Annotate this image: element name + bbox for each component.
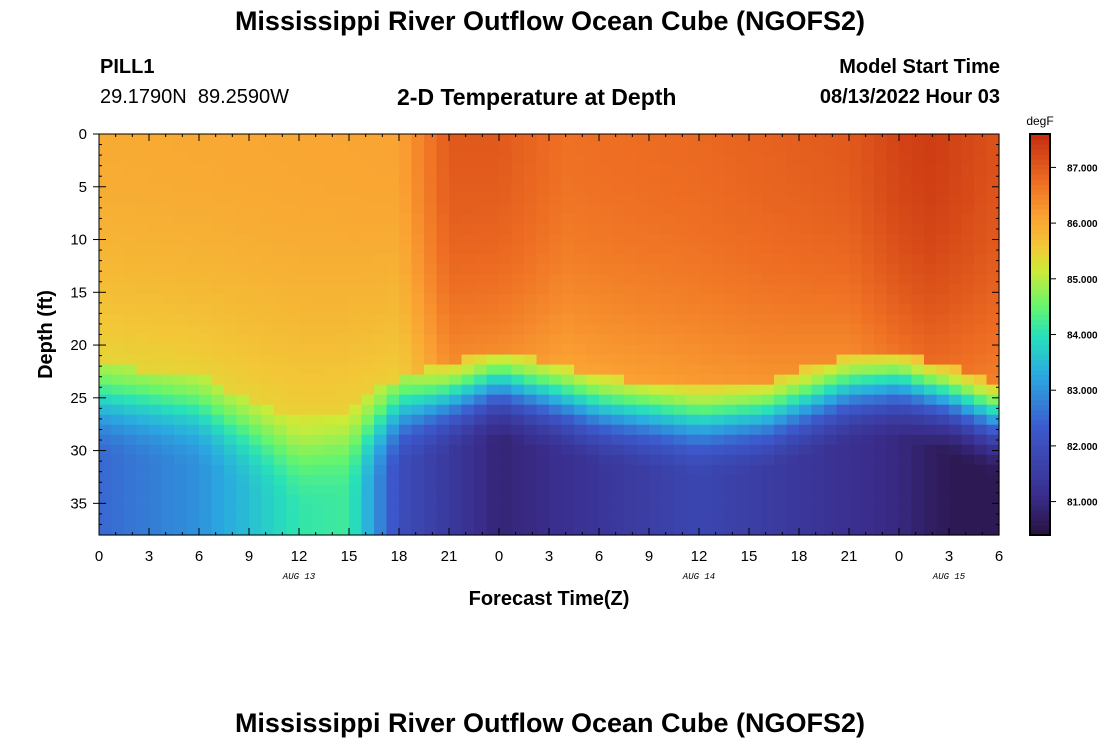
y-tick-label: 5 (79, 179, 87, 196)
x-tick-label: 15 (741, 548, 758, 565)
station-latitude: 29.1790N (100, 86, 187, 108)
x-tick-label: 6 (195, 548, 203, 565)
y-tick-label: 20 (70, 337, 87, 354)
x-tick-label: 3 (145, 548, 153, 565)
colorbar-tick-label: 85.000 (1067, 275, 1098, 286)
x-axis-label: Forecast Time(Z) (469, 588, 630, 610)
y-tick-label: 15 (70, 284, 87, 301)
x-tick-label: 12 (291, 548, 308, 565)
y-axis-label: Depth (ft) (35, 290, 57, 379)
x-tick-label: 0 (95, 548, 103, 565)
date-label: AUG 13 (282, 572, 316, 582)
x-tick-label: 6 (595, 548, 603, 565)
colorbar-tick-label: 81.000 (1067, 498, 1098, 509)
date-label: AUG 15 (932, 572, 966, 582)
x-tick-label: 3 (945, 548, 953, 565)
footer-title: Mississippi River Outflow Ocean Cube (NG… (234, 708, 866, 738)
x-tick-label: 0 (495, 548, 503, 565)
x-tick-label: 21 (441, 548, 458, 565)
chart-subtitle: 2-D Temperature at Depth (397, 84, 677, 110)
x-tick-label: 15 (341, 548, 358, 565)
heatmap-cells (99, 134, 1000, 536)
x-tick-label: 9 (245, 548, 253, 565)
y-tick-label: 35 (70, 495, 87, 512)
x-tick-label: 18 (791, 548, 808, 565)
colorbar-unit-label: degF (1026, 114, 1053, 128)
x-tick-label: 3 (545, 548, 553, 565)
y-tick-label: 25 (70, 390, 87, 407)
x-tick-label: 12 (691, 548, 708, 565)
y-tick-label: 30 (70, 443, 87, 460)
date-label: AUG 14 (682, 572, 715, 582)
x-tick-label: 18 (391, 548, 408, 565)
page-title: Mississippi River Outflow Ocean Cube (NG… (234, 6, 866, 36)
colorbar-tick-label: 87.000 (1067, 163, 1098, 174)
colorbar (1030, 134, 1050, 536)
station-id: PILL1 (100, 56, 155, 78)
x-tick-label: 0 (895, 548, 903, 565)
colorbar-tick-label: 83.000 (1067, 386, 1098, 397)
colorbar-tick-label: 84.000 (1067, 331, 1098, 342)
model-start-label: Model Start Time (839, 56, 1000, 78)
station-coordinates: 29.1790N 89.2590W (100, 86, 289, 109)
y-tick-label: 0 (79, 126, 87, 143)
x-tick-label: 9 (645, 548, 653, 565)
model-start-value: 08/13/2022 Hour 03 (819, 86, 1000, 108)
colorbar-tick-label: 86.000 (1067, 219, 1098, 230)
x-tick-label: 21 (841, 548, 858, 565)
x-tick-label: 6 (995, 548, 1003, 565)
colorbar-tick-label: 82.000 (1067, 442, 1098, 453)
y-tick-label: 10 (70, 232, 87, 249)
station-longitude: 89.2590W (197, 86, 290, 108)
